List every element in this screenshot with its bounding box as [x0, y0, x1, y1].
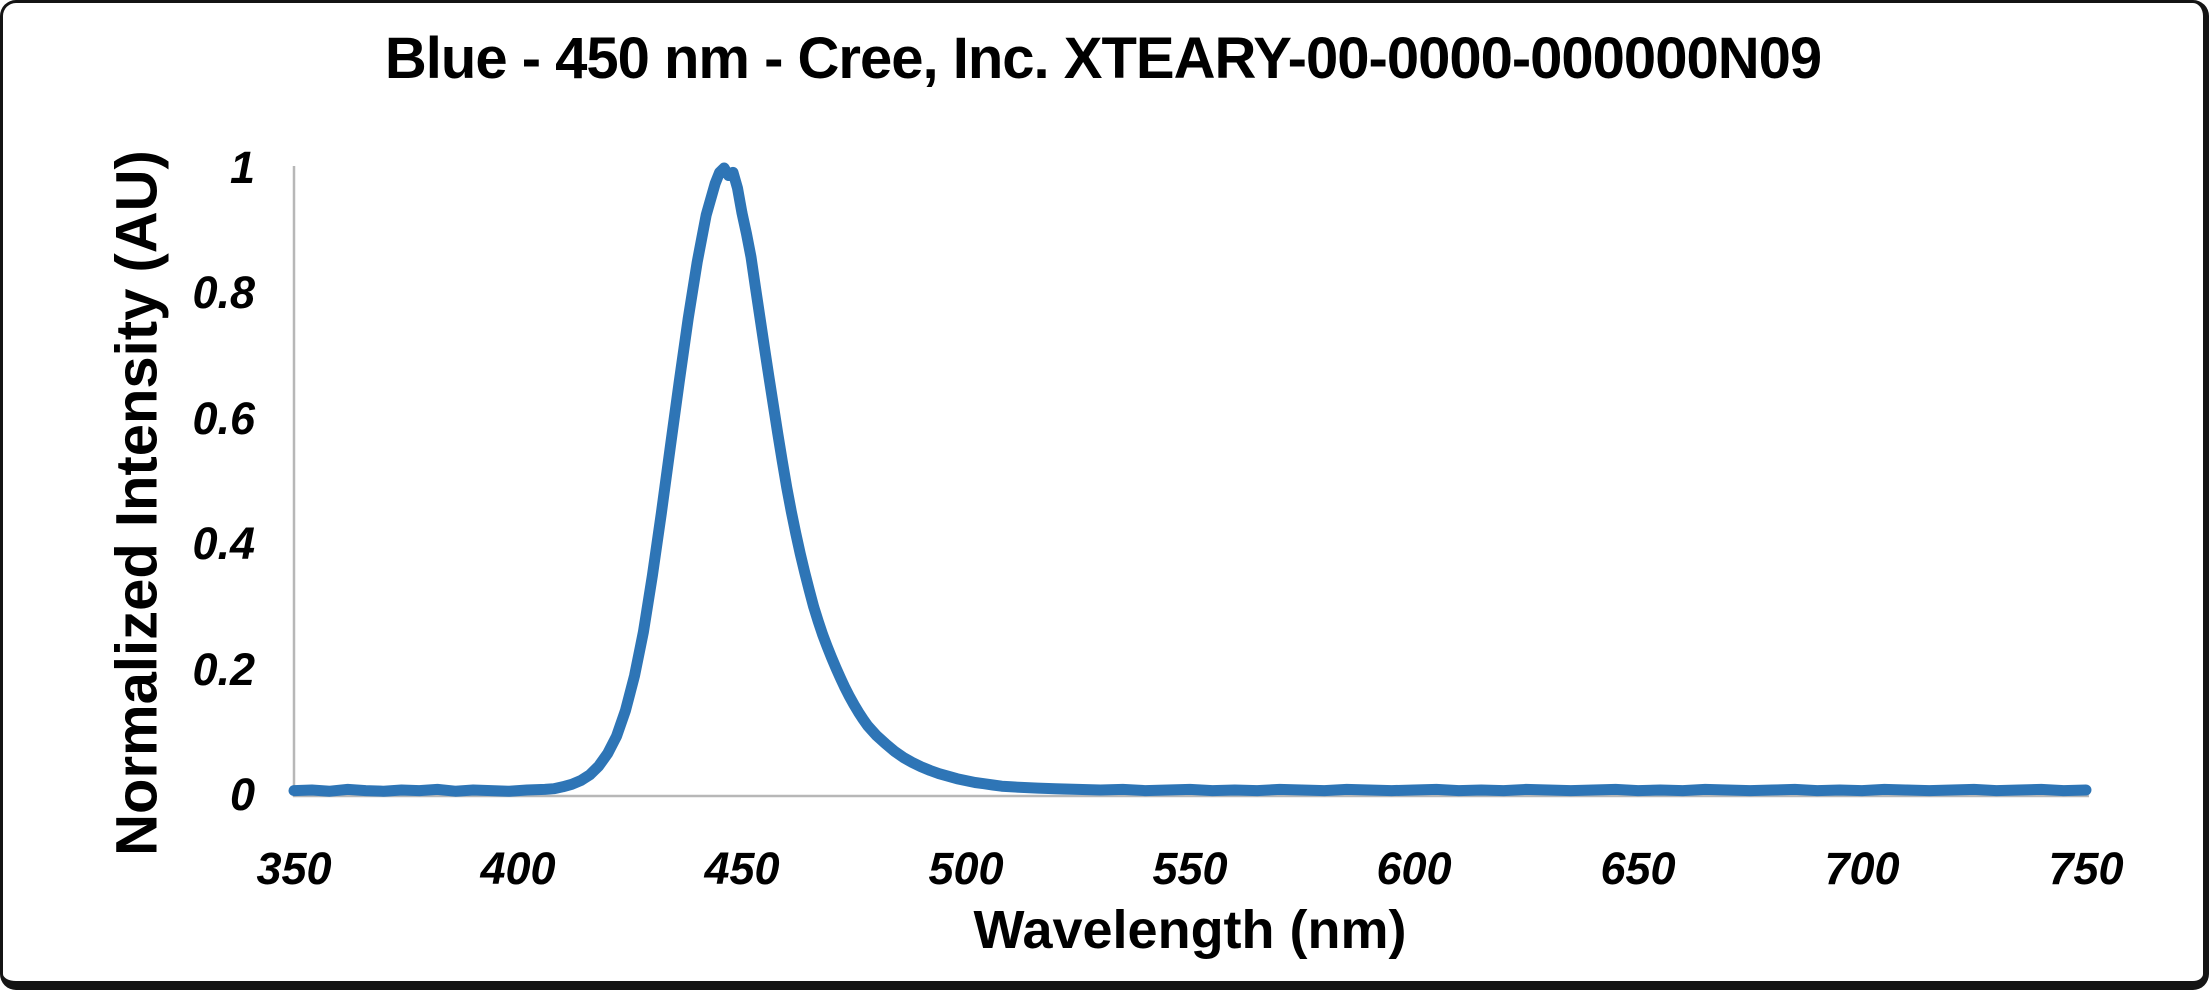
- x-axis-title: Wavelength (nm): [973, 900, 1407, 960]
- plot-area: [288, 162, 2092, 798]
- spectrum-curve: [288, 162, 2092, 797]
- chart-title: Blue - 450 nm - Cree, Inc. XTEARY-00-000…: [384, 26, 1822, 91]
